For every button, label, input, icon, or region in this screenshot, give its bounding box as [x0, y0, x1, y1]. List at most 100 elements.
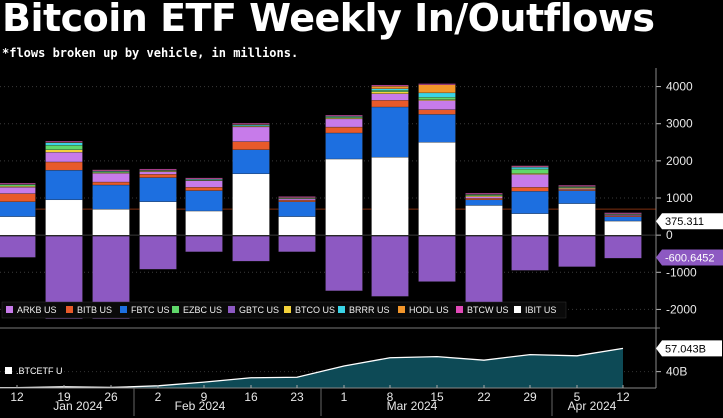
x-tick-label-12: 5 — [574, 390, 581, 404]
bar-hodl-9 — [418, 84, 456, 94]
value-tag-bg — [656, 249, 723, 266]
bar-btcw-7 — [325, 115, 363, 117]
bar-btco-0 — [0, 185, 36, 188]
legend-label-ezbc: EZBC US — [183, 305, 222, 315]
legend-swatch-bitb — [66, 306, 73, 313]
y-tick-label: 0 — [666, 228, 673, 242]
bar-bitb-5 — [232, 141, 270, 150]
bar-arkb-7 — [325, 118, 363, 128]
x-tick-label-3: 2 — [155, 390, 162, 404]
value-tag-label: 375.311 — [665, 216, 704, 228]
bar-btcw-9 — [418, 83, 456, 85]
legend-swatch-btcw — [456, 306, 463, 313]
y-tick-label: -1000 — [666, 265, 697, 279]
bar-brrr-11 — [511, 167, 549, 170]
legend-swatch-ezbc — [172, 306, 179, 313]
bar-btcw-10 — [465, 193, 503, 195]
x-tick-label-9: 15 — [430, 390, 444, 404]
bar-arkb-9 — [418, 100, 456, 110]
bar-arkb-5 — [232, 126, 270, 142]
bar-gbtc-8 — [371, 235, 409, 297]
value-tag-bg — [656, 213, 723, 230]
bar-bitb-11 — [511, 187, 549, 192]
x-month-label-3: Apr 2024 — [568, 399, 617, 413]
legend-label-btcw: BTCW US — [467, 305, 509, 315]
y-tick-label: 2000 — [666, 154, 693, 168]
chart-title: Bitcoin ETF Weekly In/Outflows — [2, 0, 655, 40]
bar-gbtc-6 — [278, 235, 316, 253]
x-tick-label-2: 26 — [104, 390, 118, 404]
bar-fbtc-4 — [185, 190, 223, 212]
bar-gbtc-9 — [418, 235, 456, 282]
legend-swatch-gbtc — [228, 306, 235, 313]
x-tick-label-11: 29 — [523, 390, 537, 404]
bar-fbtc-0 — [0, 201, 36, 217]
bar-gbtc-13 — [604, 235, 642, 259]
bar-brrr-5 — [232, 124, 270, 126]
bar-fbtc-7 — [325, 132, 363, 160]
area-value-tag-label: 57.043B — [665, 343, 706, 355]
bar-btcw-1 — [45, 141, 83, 143]
legend-label-ibit: IBIT US — [525, 305, 556, 315]
bar-ibit-11 — [511, 213, 549, 236]
bar-ibit-4 — [185, 210, 223, 236]
y-tick-label: 1000 — [666, 191, 693, 205]
bar-bitb-1 — [45, 161, 83, 171]
bar-bitb-10 — [465, 198, 503, 201]
legend-swatch-btco — [284, 306, 291, 313]
x-month-label-2: Mar 2024 — [387, 399, 438, 413]
x-tick-label-1: 19 — [57, 390, 71, 404]
bar-ezbc-8 — [371, 90, 409, 92]
x-tick-label-13: 12 — [616, 390, 630, 404]
bar-bitb-6 — [278, 200, 316, 202]
bar-fbtc-9 — [418, 114, 456, 143]
bar-fbtc-3 — [139, 177, 177, 202]
bar-bitb-7 — [325, 126, 363, 134]
bar-ibit-12 — [558, 203, 596, 236]
bar-fbtc-12 — [558, 190, 596, 204]
bar-ezbc-1 — [45, 145, 83, 150]
area-y-tick-label: 40B — [666, 365, 687, 379]
bar-btcw-8 — [371, 84, 409, 87]
y-tick-label: 4000 — [666, 80, 693, 94]
bar-ibit-7 — [325, 158, 363, 236]
x-tick-label-5: 16 — [244, 390, 258, 404]
bar-bitb-9 — [418, 109, 456, 115]
legend-label-brrr: BRRR US — [349, 305, 390, 315]
bar-ibit-5 — [232, 173, 270, 236]
legend-swatch-arkb — [6, 306, 13, 313]
bar-arkb-8 — [371, 93, 409, 101]
bar-ibit-10 — [465, 205, 503, 236]
x-tick-label-4: 9 — [201, 390, 208, 404]
bar-fbtc-13 — [604, 216, 642, 222]
bar-ibit-8 — [371, 156, 409, 236]
bar-bitb-0 — [0, 193, 36, 202]
legend-swatch-fbtc — [120, 306, 127, 313]
legend-label-fbtc: FBTC US — [131, 305, 170, 315]
legend-swatch-hodl — [398, 306, 405, 313]
bar-btcw-2 — [92, 169, 130, 171]
bar-fbtc-11 — [511, 191, 549, 214]
bar-btcw-13 — [604, 212, 642, 214]
bar-btcw-0 — [0, 182, 36, 185]
y-tick-label: -2000 — [666, 302, 697, 316]
bar-gbtc-10 — [465, 235, 503, 310]
bar-ibit-13 — [604, 220, 642, 236]
bar-bitb-3 — [139, 174, 177, 178]
bar-ibit-3 — [139, 201, 177, 236]
legend-label-hodl: HODL US — [409, 305, 449, 315]
bar-ibit-1 — [45, 199, 83, 236]
value-tag-label: -600.6452 — [665, 252, 715, 264]
x-tick-label-6: 23 — [290, 390, 304, 404]
bar-ibit-2 — [92, 208, 130, 236]
legend-label-bitb: BITB US — [77, 305, 112, 315]
area-legend-label: .BTCETF U — [16, 366, 63, 376]
bar-bitb-4 — [185, 187, 223, 191]
bar-btcw-3 — [139, 168, 177, 171]
bar-brrr-1 — [45, 142, 83, 146]
bar-btcw-11 — [511, 165, 549, 167]
bar-fbtc-10 — [465, 199, 503, 206]
bar-btco-8 — [371, 91, 409, 94]
bar-gbtc-0 — [0, 235, 36, 258]
